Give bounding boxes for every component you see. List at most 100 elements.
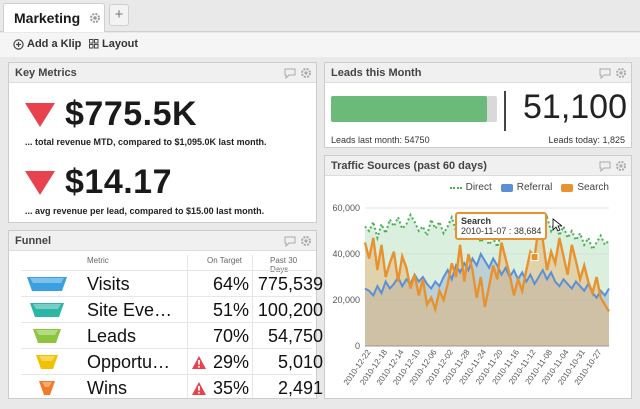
panel-title: Key Metrics: [15, 67, 77, 79]
metric-row-revenue-per-lead: $14.17: [25, 163, 172, 202]
funnel-on-target: 35%: [212, 378, 249, 398]
gear-icon[interactable]: [89, 12, 101, 24]
cursor-icon: [552, 218, 562, 232]
tooltip-title: Search: [461, 216, 492, 226]
funnel-on-target: 29%: [212, 352, 249, 372]
metric-description: ... total revenue MTD, compared to $1,09…: [25, 137, 267, 147]
legend-swatch: [500, 183, 513, 192]
funnel-metric: Opportu…: [87, 352, 171, 372]
add-klip-button[interactable]: Add a Klip: [13, 38, 81, 50]
funnel-past-30-days: 100,200: [257, 300, 323, 320]
tooltip-text: 2010-11-07 : 38,684: [461, 226, 542, 236]
legend-label: Search: [577, 182, 609, 193]
add-klip-label: Add a Klip: [27, 38, 82, 50]
legend-swatch: [561, 183, 574, 192]
leads-today: Leads today: 1,825: [548, 135, 625, 145]
funnel-past-30-days: 2,491: [277, 378, 323, 398]
funnel-row[interactable]: Leads 70% 54,750: [21, 322, 323, 348]
series-area-direct: [365, 214, 609, 346]
warning-icon: [192, 382, 206, 395]
metric-value: $775.5K: [65, 95, 198, 133]
tab-bar: Marketing +: [0, 0, 640, 32]
funnel-past-30-days: 5,010: [277, 352, 323, 372]
panel-header: Traffic Sources (past 60 days): [325, 156, 631, 176]
funnel-metric: Site Eve…: [87, 300, 173, 320]
series-area-search: [365, 226, 609, 346]
gear-icon[interactable]: [615, 67, 627, 79]
tab-label: Marketing: [14, 10, 81, 26]
column-divider: [187, 255, 188, 398]
legend-item-referral[interactable]: Referral: [500, 182, 553, 193]
leads-panel: Leads this Month 51,100 Leads last month…: [324, 62, 632, 148]
column-header-target: On Target: [207, 256, 242, 265]
gear-icon[interactable]: [300, 67, 312, 79]
comment-icon[interactable]: [599, 67, 611, 79]
legend-item-search[interactable]: Search: [561, 182, 609, 193]
tab-marketing[interactable]: Marketing: [3, 3, 105, 32]
y-tick-label: 20,000: [332, 295, 360, 305]
toolbar: Add a Klip Layout: [0, 33, 640, 57]
key-metrics-panel: Key Metrics $775.5K ... total revenue MT…: [8, 62, 317, 223]
comment-icon[interactable]: [284, 235, 296, 247]
funnel-metric: Wins: [87, 378, 127, 398]
legend-item-direct[interactable]: Direct: [449, 182, 492, 193]
panel-title: Leads this Month: [331, 67, 422, 79]
leads-progress-fill: [331, 96, 488, 122]
series-line-referral: [364, 251, 610, 300]
leads-last-month: Leads last month: 54750: [331, 135, 430, 145]
funnel-metric: Leads: [87, 326, 137, 346]
funnel-header-row: Metric On Target Past 30 Days: [21, 255, 312, 274]
traffic-chart[interactable]: 020,00040,00060,0002010-12-222010-12-182…: [325, 198, 631, 398]
comment-icon[interactable]: [599, 160, 611, 172]
series-line-search: [363, 226, 611, 314]
gear-icon[interactable]: [615, 160, 627, 172]
layout-button[interactable]: Layout: [89, 38, 138, 50]
legend-label: Direct: [465, 182, 492, 193]
funnel-past-30-days: 775,539: [257, 274, 323, 294]
funnel-stage-icon: [27, 277, 67, 291]
panel-header: Key Metrics: [9, 63, 316, 83]
layout-label: Layout: [102, 38, 139, 50]
y-tick-label: 60,000: [332, 203, 360, 213]
funnel-stage-icon: [30, 303, 64, 317]
funnel-row[interactable]: Visits 64% 775,539: [21, 270, 323, 296]
panel-header: Funnel: [9, 231, 316, 251]
funnel-on-target: 51%: [212, 300, 249, 320]
tooltip-point-marker: [530, 253, 539, 262]
column-divider: [252, 255, 253, 398]
funnel-row[interactable]: Site Eve… 51% 100,200: [21, 296, 323, 322]
y-tick-label: 40,000: [332, 249, 360, 259]
legend-swatch: [449, 186, 462, 189]
metric-row-revenue: $775.5K: [25, 95, 197, 134]
y-tick-label: 0: [355, 341, 360, 351]
funnel-row[interactable]: Opportu… 29% 5,010: [21, 348, 323, 374]
chart-tooltip: Search 2010-11-07 : 38,684: [455, 212, 548, 240]
panel-title: Funnel: [15, 235, 52, 247]
column-header-metric: Metric: [87, 256, 109, 265]
down-triangle-icon: [25, 102, 55, 127]
leads-progress-track: [331, 96, 497, 122]
funnel-past-30-days: 54,750: [267, 326, 323, 346]
add-tab-button[interactable]: +: [109, 4, 129, 26]
grid-icon: [89, 39, 99, 49]
panel-title: Traffic Sources (past 60 days): [331, 160, 487, 172]
funnel-metric: Visits: [87, 274, 130, 294]
divider: [504, 91, 506, 131]
panel-header: Leads this Month: [325, 63, 631, 83]
funnel-stage-icon: [39, 381, 55, 395]
funnel-stage-icon: [36, 355, 58, 369]
funnel-row[interactable]: Wins 35% 2,491: [21, 374, 323, 400]
down-triangle-icon: [25, 170, 55, 195]
comment-icon[interactable]: [284, 67, 296, 79]
warning-icon: [192, 356, 206, 369]
gear-icon[interactable]: [300, 235, 312, 247]
plus-circle-icon: [13, 38, 24, 50]
legend-label: Referral: [516, 182, 553, 193]
traffic-panel: Traffic Sources (past 60 days) Direct Re…: [324, 155, 632, 399]
funnel-panel: Funnel Metric On Target Past 30 Days Vis…: [8, 230, 323, 400]
funnel-on-target: 64%: [212, 274, 249, 294]
funnel-stage-icon: [33, 329, 61, 343]
column-header-last30: Past 30 Days: [270, 256, 298, 274]
leads-value: 51,100: [523, 88, 627, 126]
metric-value: $14.17: [65, 163, 172, 201]
